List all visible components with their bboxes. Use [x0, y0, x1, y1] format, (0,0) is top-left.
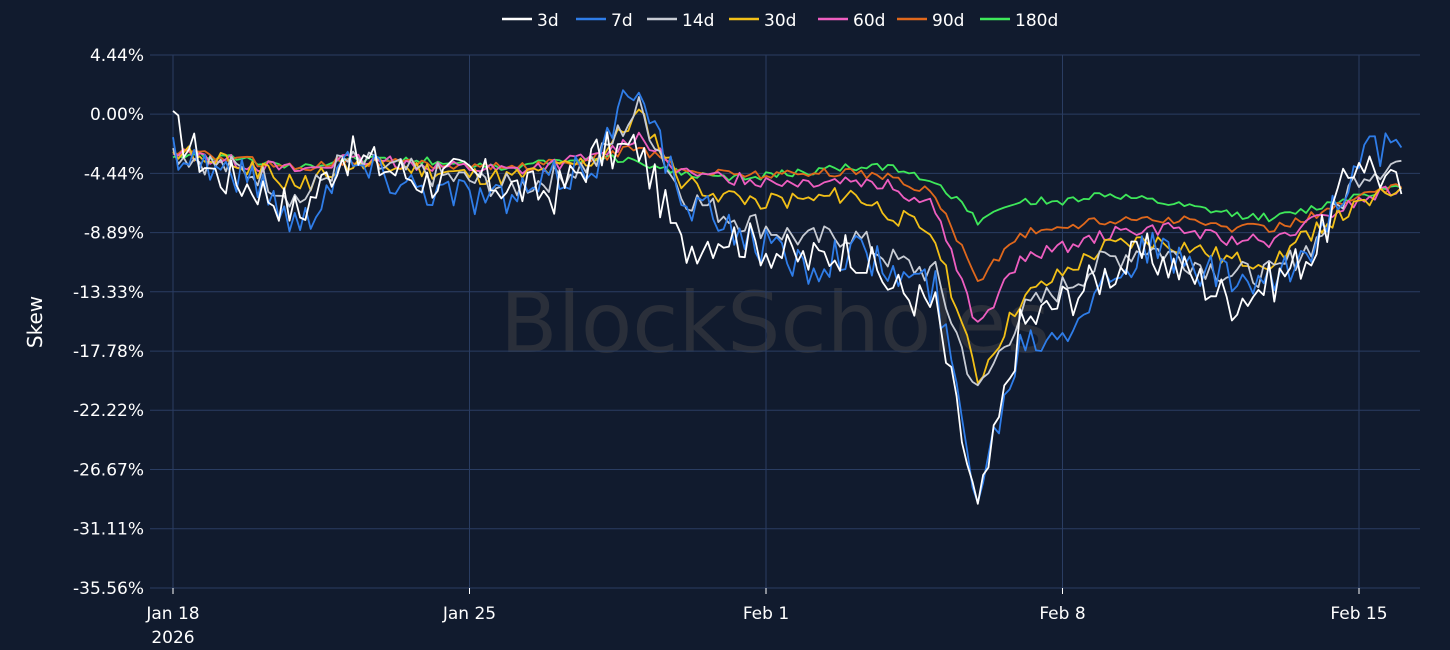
x-axis-ticks: Jan 18 2026 Jan 25 Feb 1 Feb 8 Feb 15 — [145, 588, 1388, 648]
legend-label: 30d — [764, 11, 796, 31]
y-tick-label: -26.67% — [73, 461, 144, 481]
y-tick-label: 4.44% — [90, 46, 144, 66]
legend-item-3d[interactable]: 3d — [502, 11, 559, 31]
legend-label: 3d — [537, 11, 559, 31]
y-tick-label: -17.78% — [73, 342, 144, 362]
legend-label: 60d — [853, 11, 885, 31]
x-tick-label: Jan 18 — [145, 604, 199, 624]
legend: 3d 7d 14d 30d 60d 90d 180d — [502, 11, 1058, 31]
y-tick-label: -13.33% — [73, 283, 144, 303]
y-axis-ticks: 4.44% 0.00% -4.44% -8.89% -13.33% -17.78% -22.… — [73, 46, 144, 599]
legend-item-14d[interactable]: 14d — [647, 11, 714, 31]
legend-label: 14d — [682, 11, 714, 31]
series-line-60d — [172, 131, 1403, 323]
legend-item-7d[interactable]: 7d — [576, 11, 633, 31]
legend-item-180d[interactable]: 180d — [980, 11, 1058, 31]
x-tick-label: Feb 1 — [743, 604, 789, 624]
y-tick-label: -35.56% — [73, 579, 144, 599]
x-tick-label: Jan 25 — [442, 604, 496, 624]
legend-label: 180d — [1015, 11, 1058, 31]
series-line-30d — [172, 108, 1403, 384]
legend-label: 7d — [611, 11, 633, 31]
y-tick-label: 0.00% — [90, 105, 144, 125]
y-tick-label: -31.11% — [73, 520, 144, 540]
y-axis-title: Skew — [23, 296, 47, 348]
y-tick-label: -4.44% — [84, 164, 144, 184]
watermark: BlockScholes — [500, 274, 1050, 372]
series-layer — [172, 89, 1403, 505]
x-tick-year-label: 2026 — [151, 628, 194, 648]
grid — [150, 54, 1420, 589]
legend-item-90d[interactable]: 90d — [897, 11, 964, 31]
y-tick-label: -22.22% — [73, 401, 144, 421]
legend-item-60d[interactable]: 60d — [818, 11, 885, 31]
series-line-3d — [172, 110, 1403, 505]
y-tick-label: -8.89% — [84, 224, 144, 244]
legend-label: 90d — [932, 11, 964, 31]
legend-item-30d[interactable]: 30d — [729, 11, 796, 31]
x-tick-label: Feb 8 — [1039, 604, 1085, 624]
x-tick-label: Feb 15 — [1330, 604, 1387, 624]
